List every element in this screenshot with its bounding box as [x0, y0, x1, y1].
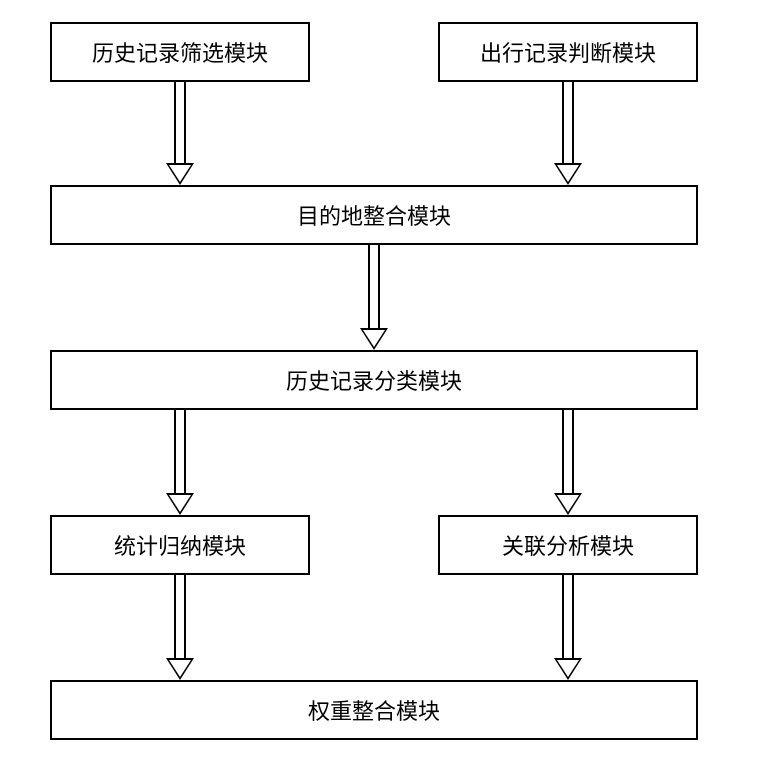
arrow	[174, 575, 186, 658]
node-label: 目的地整合模块	[297, 199, 451, 231]
node-history-filter: 历史记录筛选模块	[50, 22, 310, 82]
flowchart-container: 历史记录筛选模块 出行记录判断模块 目的地整合模块 历史记录分类模块 统计归纳模…	[0, 0, 759, 776]
arrow	[174, 82, 186, 163]
arrow-head-icon	[554, 163, 582, 185]
node-label: 权重整合模块	[308, 694, 440, 726]
node-assoc-analysis: 关联分析模块	[438, 515, 698, 575]
arrow-head-icon	[166, 163, 194, 185]
arrow	[562, 82, 574, 163]
node-weight-integrate: 权重整合模块	[50, 680, 698, 740]
node-label: 出行记录判断模块	[480, 36, 656, 68]
node-label: 历史记录筛选模块	[92, 36, 268, 68]
node-stat-summary: 统计归纳模块	[50, 515, 310, 575]
arrow	[368, 245, 380, 328]
node-label: 统计归纳模块	[114, 529, 246, 561]
node-label: 历史记录分类模块	[286, 364, 462, 396]
node-label: 关联分析模块	[502, 529, 634, 561]
node-destination-integrate: 目的地整合模块	[50, 185, 698, 245]
arrow	[562, 410, 574, 493]
arrow	[562, 575, 574, 658]
node-history-classify: 历史记录分类模块	[50, 350, 698, 410]
node-travel-judge: 出行记录判断模块	[438, 22, 698, 82]
arrow-head-icon	[554, 658, 582, 680]
arrow-head-icon	[166, 493, 194, 515]
arrow	[174, 410, 186, 493]
arrow-head-icon	[554, 493, 582, 515]
arrow-head-icon	[166, 658, 194, 680]
arrow-head-icon	[360, 328, 388, 350]
